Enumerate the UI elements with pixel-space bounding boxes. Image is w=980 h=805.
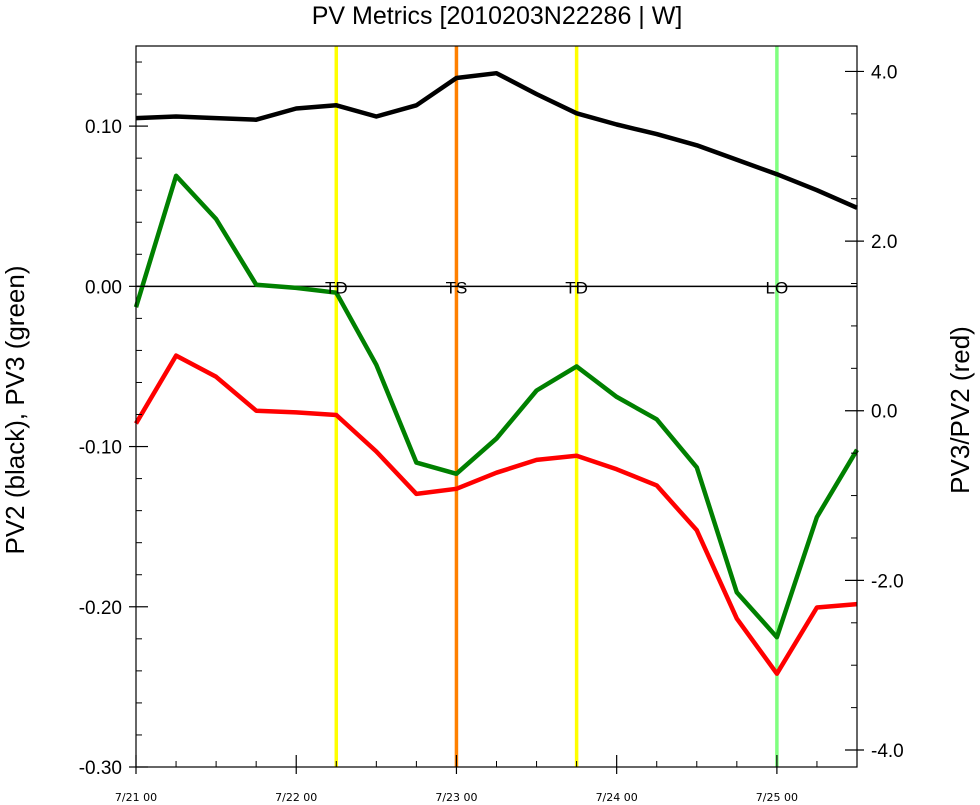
series-line-pv2 [135, 70, 858, 210]
stage-label-0: TD [325, 278, 348, 297]
y-axis-left: 0.10 0.00 -0.10 -0.20 -0.30 [79, 61, 148, 779]
y-left-tick-label-3: -0.20 [79, 598, 122, 619]
y-left-tick-label-4: -0.30 [79, 758, 122, 779]
series-line-pv3 [133, 173, 859, 640]
stage-label-1: TS [446, 278, 468, 297]
x-tick-label-3: 7/24 00 [596, 791, 638, 804]
plot-frame [135, 45, 858, 768]
x-tick-label-0: 7/21 00 [115, 791, 157, 804]
x-tick-label-2: 7/23 00 [435, 791, 477, 804]
y-left-tick-label-2: -0.10 [79, 438, 122, 459]
chart-title: PV Metrics [2010203N22286 | W] [312, 2, 683, 30]
stage-marker-lines [334, 46, 779, 767]
stage-label-3: LO [766, 278, 789, 297]
y-axis-right: 4.0 2.0 0.0 -2.0 -4.0 [845, 62, 904, 762]
y-right-tick-label-3: -2.0 [871, 571, 904, 592]
y-right-tick-label-1: 2.0 [871, 232, 897, 253]
x-tick-label-4: 7/25 00 [756, 791, 798, 804]
stage-label-2: TD [565, 278, 588, 297]
x-tick-label-1: 7/22 00 [275, 791, 317, 804]
y-left-tick-label-1: 0.00 [85, 277, 122, 298]
stage-marker-labels: TD TS TD LO [325, 278, 788, 297]
y-right-tick-label-4: -4.0 [871, 741, 904, 762]
series-line-ratio [134, 353, 858, 676]
y-right-tick-label-0: 4.0 [871, 62, 897, 83]
series-lines [133, 70, 859, 676]
y-right-tick-label-2: 0.0 [871, 402, 897, 423]
y-left-tick-label-0: 0.10 [85, 117, 122, 138]
x-axis: 7/21 00 7/22 00 7/23 00 7/24 00 7/25 00 [115, 755, 858, 804]
y-axis-label-right: PV3/PV2 (red) [945, 326, 975, 494]
y-axis-label-left: PV2 (black), PV3 (green) [0, 265, 30, 554]
